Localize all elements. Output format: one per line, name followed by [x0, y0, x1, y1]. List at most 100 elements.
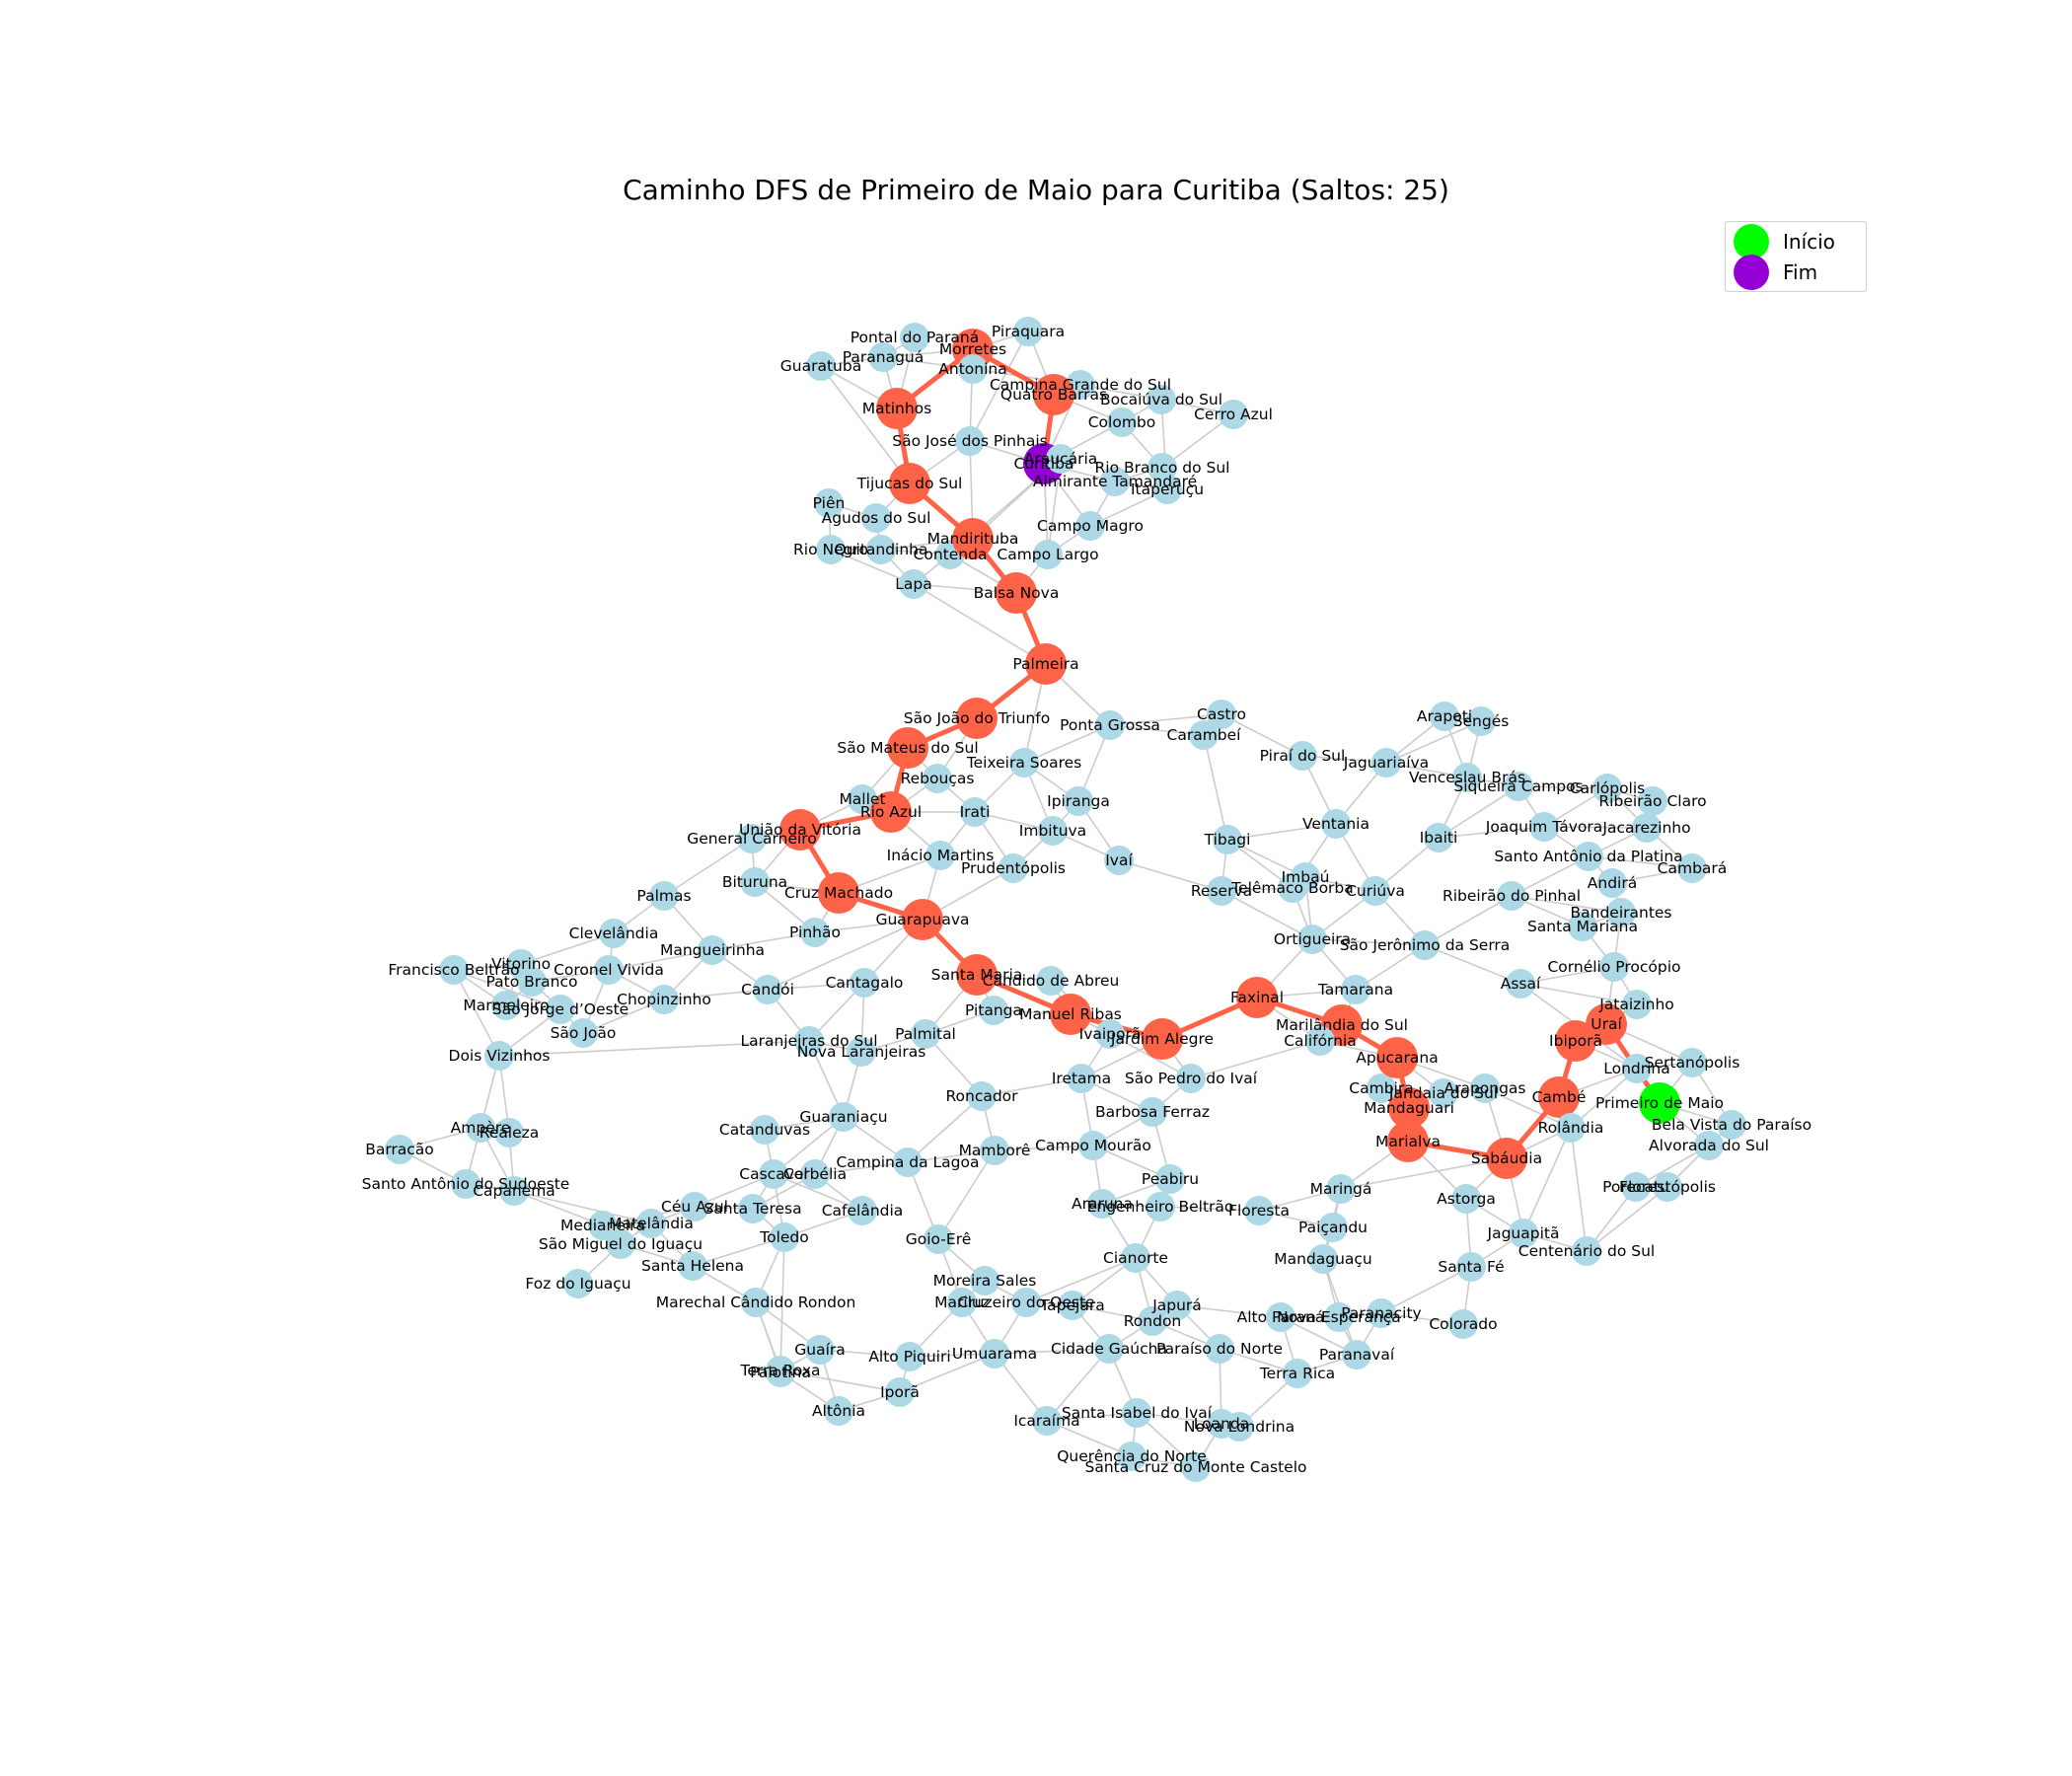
node-paicandu — [1318, 1213, 1348, 1242]
node-mandaguari — [1388, 1087, 1430, 1129]
node-label-cambara: Cambará — [1658, 859, 1728, 877]
node-label-nova-londrina: Nova Londrina — [1184, 1418, 1295, 1436]
node-label-senges: Sengés — [1453, 712, 1510, 730]
node-label-roncador: Roncador — [945, 1087, 1018, 1105]
node-label-matelandia: Matelândia — [609, 1215, 694, 1232]
edge-candoi-cantagalo — [767, 982, 865, 991]
node-label-sao-joao-do-triunfo: São João do Triunfo — [904, 709, 1050, 727]
node-senges — [1466, 706, 1496, 736]
node-label-marilandia-do-sul: Marilândia do Sul — [1276, 1016, 1408, 1034]
edge-guarapuava-candoi — [767, 919, 924, 991]
node-label-contenda: Contenda — [914, 546, 988, 563]
node-label-piraquara: Piraquara — [992, 323, 1065, 340]
node-cambira — [1367, 1073, 1396, 1103]
node-label-tijucas-do-sul: Tijucas do Sul — [856, 475, 963, 492]
node-label-santa-cruz-do-monte-castelo: Santa Cruz do Monte Castelo — [1084, 1458, 1306, 1476]
node-medianeira — [588, 1211, 618, 1240]
node-manuel-ribas — [1050, 994, 1091, 1035]
node-toledo — [770, 1222, 799, 1252]
node-label-loanda: Loanda — [1194, 1415, 1250, 1433]
node-pinhao — [800, 918, 830, 947]
node-label-california: Califórnia — [1284, 1032, 1357, 1050]
node-label-ampere: Ampère — [451, 1119, 511, 1137]
edge-maringa-sabaudia — [1340, 1157, 1508, 1190]
edge-sao-jose-dos-pinhais-piraquara — [969, 331, 1029, 442]
node-cruz-machado — [818, 872, 859, 914]
node-pontal-do-parana — [900, 323, 929, 352]
node-label-bandeirantes: Bandeirantes — [1570, 904, 1671, 922]
node-label-campina-da-lagoa: Campina da Lagoa — [836, 1153, 979, 1171]
legend-item-start: Início — [1734, 224, 1835, 259]
node-itaperucu — [1152, 475, 1182, 504]
node-sao-miguel-do-iguacu — [606, 1229, 635, 1259]
node-label-inacio-martins: Inácio Martins — [887, 847, 995, 864]
node-quitandinha — [866, 535, 896, 564]
edge-cascavel-cafelandia — [773, 1173, 863, 1212]
node-andira — [1597, 868, 1627, 898]
node-label-cantagalo: Cantagalo — [826, 974, 904, 992]
node-urai — [1586, 1003, 1627, 1045]
node-label-palmital: Palmital — [895, 1025, 956, 1043]
edge-ortigueira-reserva — [1221, 890, 1313, 940]
node-realeza — [494, 1118, 524, 1147]
node-label-londrina: Londrina — [1603, 1060, 1670, 1077]
node-lapa — [899, 569, 928, 599]
node-label-assai: Assaí — [1501, 975, 1541, 993]
node-marmeleiro — [491, 991, 521, 1020]
node-label-porecatu: Porecatu — [1602, 1178, 1669, 1196]
node-label-imbau: Imbaú — [1282, 868, 1330, 886]
node-sao-jorge-d-oeste — [546, 995, 575, 1024]
node-engenheiro-beltrao — [1146, 1192, 1175, 1221]
node-label-general-carneiro: General Carneiro — [687, 830, 817, 848]
edge-cidade-gaucha-icaraima — [1046, 1348, 1110, 1422]
node-label-vitorino: Vitorino — [491, 955, 551, 973]
node-umuarama — [980, 1339, 1009, 1369]
node-bocaiuva-do-sul — [1147, 385, 1176, 414]
node-label-rolandia: Rolândia — [1538, 1119, 1604, 1137]
node-label-santo-antonio-da-platina: Santo Antônio da Platina — [1494, 848, 1682, 865]
node-marechal-candido-rondon — [741, 1288, 771, 1317]
node-apucarana — [1376, 1037, 1418, 1078]
node-label-santa-fe: Santa Fé — [1438, 1258, 1504, 1276]
node-palmital — [911, 1019, 940, 1049]
node-sabaudia — [1486, 1138, 1527, 1179]
legend-start-label: Início — [1783, 230, 1835, 254]
node-cambara — [1677, 853, 1707, 883]
node-label-sao-joao: São João — [551, 1024, 617, 1042]
node-ibipora — [1555, 1020, 1596, 1062]
node-label-catanduvas: Catanduvas — [719, 1121, 810, 1139]
node-campo-magro — [1075, 511, 1105, 541]
node-corbelia — [800, 1159, 830, 1189]
node-barbosa-ferraz — [1138, 1097, 1167, 1127]
edge-general-carneiro-palmas — [663, 838, 753, 897]
node-tibagi — [1213, 825, 1242, 854]
node-label-campo-largo: Campo Largo — [997, 546, 1098, 563]
node-londrina — [1622, 1054, 1652, 1083]
node-label-moreira-sales: Moreira Sales — [933, 1272, 1037, 1290]
node-ivai — [1104, 846, 1134, 875]
node-label-mandirituba: Mandirituba — [927, 530, 1019, 548]
node-mambore — [980, 1136, 1009, 1165]
node-mariluz — [947, 1288, 977, 1317]
node-label-guaraniacu: Guaraniaçu — [799, 1108, 887, 1126]
node-nova-londrina — [1224, 1412, 1254, 1442]
edge-santo-antonio-da-platina-cambara — [1588, 855, 1693, 869]
node-curiuva — [1361, 876, 1390, 906]
node-colombo — [1107, 407, 1137, 437]
node-tijucas-do-sul — [889, 463, 930, 504]
node-label-mangueirinha: Mangueirinha — [660, 941, 765, 959]
node-tamarana — [1341, 975, 1370, 1004]
node-label-sao-mateus-do-sul: São Mateus do Sul — [837, 739, 978, 757]
node-cambe — [1538, 1076, 1580, 1118]
node-rolandia — [1556, 1113, 1586, 1143]
node-label-sao-jose-dos-pinhais: São José dos Pinhais — [892, 432, 1048, 450]
edge-siqueira-campos-ibaiti — [1438, 785, 1519, 839]
node-pirai-do-sul — [1288, 741, 1317, 771]
node-label-alvorada-do-sul: Alvorada do Sul — [1649, 1137, 1769, 1154]
node-santo-antonio-do-sudoeste — [451, 1169, 481, 1199]
node-goio-ere — [924, 1224, 953, 1254]
node-label-uniao-da-vitoria: União da Vitória — [739, 821, 861, 839]
edge-umuarama-cidade-gaucha — [994, 1348, 1110, 1355]
node-marialva — [1387, 1121, 1429, 1162]
